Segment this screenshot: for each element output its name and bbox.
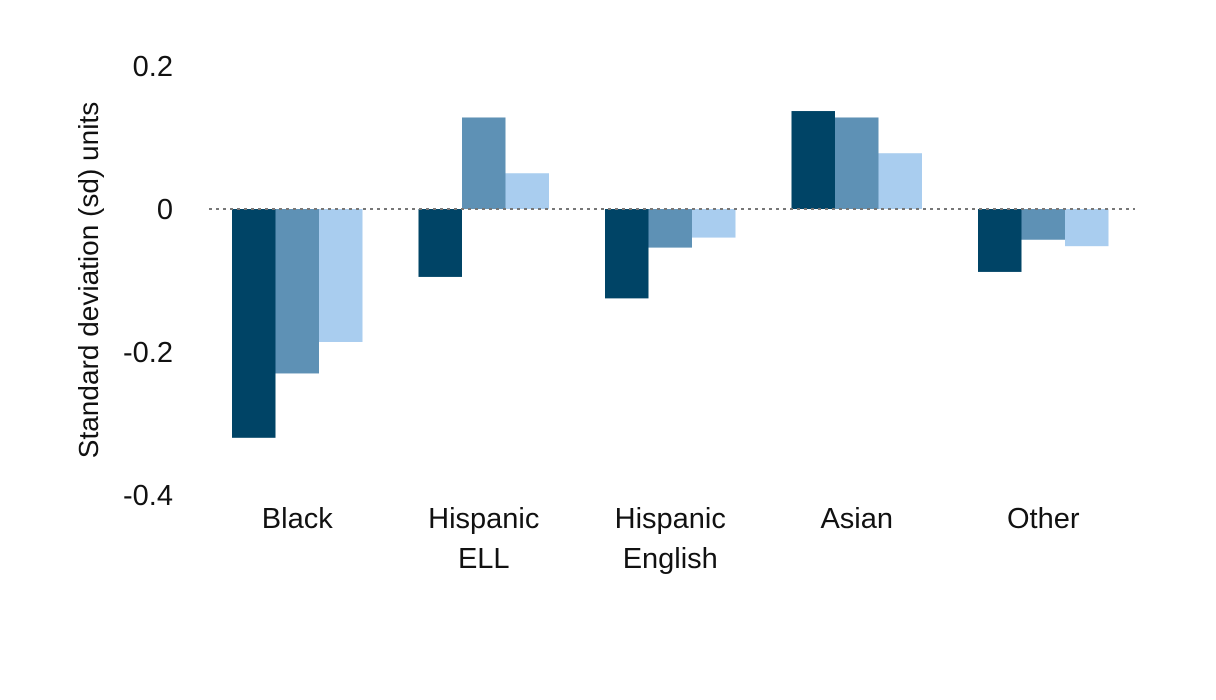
bar (692, 209, 736, 238)
bar (878, 153, 922, 209)
bar (462, 117, 506, 209)
x-category-label: Black (262, 503, 333, 535)
bar (978, 209, 1022, 272)
x-category-label: Hispanic (615, 503, 726, 535)
x-category-label: Other (1007, 503, 1080, 535)
bar (418, 209, 462, 277)
y-axis-title-group: Standard deviation (sd) units (73, 102, 104, 458)
y-tick-label: -0.2 (123, 337, 173, 369)
bar (1021, 209, 1065, 240)
y-axis-title: Standard deviation (sd) units (73, 102, 104, 458)
x-category-label: Hispanic (428, 503, 539, 535)
y-tick-label: -0.4 (123, 480, 173, 512)
x-category-label: ELL (458, 543, 510, 575)
bar (505, 173, 549, 209)
bar (791, 111, 835, 209)
bar (835, 117, 879, 209)
y-tick-label: 0.2 (133, 51, 173, 83)
x-category-label: Asian (820, 503, 893, 535)
bar (648, 209, 692, 248)
bar (232, 209, 276, 438)
y-tick-label: 0 (157, 194, 173, 226)
bar (275, 209, 319, 374)
bar (1065, 209, 1109, 247)
x-axis-labels: Black Hispanic ELL Hispanic English Asian Othe… (262, 503, 1080, 575)
y-axis-ticks: 0.2 0 -0.2 -0.4 (123, 51, 173, 512)
bar (605, 209, 649, 299)
bar (319, 209, 363, 342)
bars-group (232, 111, 1109, 438)
x-category-label: English (623, 543, 718, 575)
